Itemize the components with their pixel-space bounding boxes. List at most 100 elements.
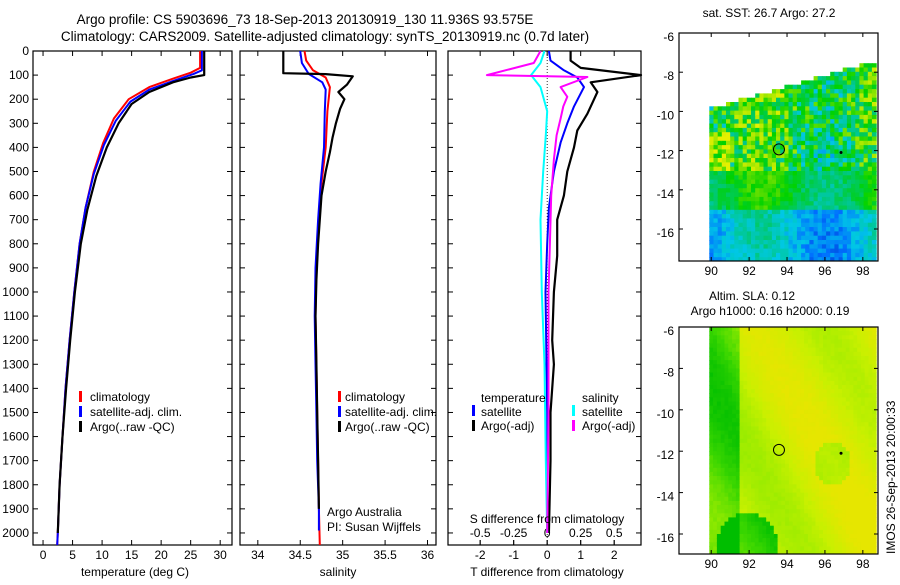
map-cell xyxy=(800,459,805,465)
map-cell xyxy=(788,438,794,444)
map-cell xyxy=(838,335,843,340)
map-cell xyxy=(830,467,835,473)
map-cell xyxy=(717,179,723,185)
map-cell xyxy=(709,205,715,211)
map-cell xyxy=(784,252,790,258)
map-cell xyxy=(819,471,824,477)
legend-heading-salinity: salinity xyxy=(582,391,619,405)
map-cell xyxy=(804,335,809,340)
map-cell xyxy=(759,132,765,138)
map-cell xyxy=(872,380,877,386)
map-cell xyxy=(755,218,760,224)
map-cell xyxy=(709,422,714,427)
map-cell xyxy=(743,550,748,554)
map-cell xyxy=(863,106,869,112)
map-cell xyxy=(762,525,767,531)
map-cell xyxy=(815,525,820,531)
map-cell xyxy=(713,343,718,349)
map-cell xyxy=(762,534,767,539)
map-cell xyxy=(826,360,832,365)
map-cell xyxy=(716,335,722,340)
map-cell xyxy=(776,222,781,228)
map-cell xyxy=(846,248,852,254)
y-tick-label: -14 xyxy=(657,490,675,504)
map-cell xyxy=(853,331,858,336)
map-cell xyxy=(849,476,854,481)
map-cell xyxy=(716,505,722,510)
map-cell xyxy=(849,438,854,444)
map-cell xyxy=(859,97,865,103)
map-cell xyxy=(743,538,748,543)
map-cell xyxy=(759,162,765,168)
map-cell xyxy=(771,110,777,116)
map-cell xyxy=(826,517,832,523)
map-cell xyxy=(720,529,726,535)
map-cell xyxy=(716,517,722,523)
y-tick-label: 400 xyxy=(9,140,29,154)
map-cell xyxy=(809,132,815,138)
y-tick-label: -6 xyxy=(663,30,674,44)
map-cell xyxy=(846,84,852,90)
map-cell xyxy=(781,484,786,489)
map-cell xyxy=(811,426,817,432)
map-cell xyxy=(758,339,763,345)
map-cell xyxy=(800,434,805,440)
map-cell xyxy=(763,209,769,215)
map-cell xyxy=(817,240,823,246)
map-cell xyxy=(800,347,805,353)
map-cell xyxy=(742,214,748,220)
map-cell xyxy=(796,171,802,177)
map-cell xyxy=(830,426,835,432)
map-cell xyxy=(739,385,744,390)
map-cell xyxy=(758,492,763,498)
map-cell xyxy=(846,240,852,246)
map-cell xyxy=(754,393,760,398)
map-cell xyxy=(713,380,718,386)
map-cell xyxy=(777,521,782,527)
map-cell xyxy=(709,240,715,246)
map-cell xyxy=(796,438,801,444)
map-cell xyxy=(743,372,748,378)
map-cell xyxy=(754,372,760,378)
map-cell xyxy=(809,106,815,112)
map-cell xyxy=(826,149,831,155)
map-cell xyxy=(851,231,856,237)
map-cell xyxy=(709,231,715,237)
map-cell xyxy=(821,218,827,224)
map-cell xyxy=(804,546,809,552)
map-cell xyxy=(776,227,781,233)
map-cell xyxy=(780,145,785,151)
map-cell xyxy=(826,368,832,374)
map-cell xyxy=(838,102,844,108)
map-cell xyxy=(770,397,775,403)
map-cell xyxy=(863,257,869,261)
map-cell xyxy=(716,442,722,448)
map-cell xyxy=(872,434,877,440)
map-cell xyxy=(826,179,831,185)
map-cell xyxy=(809,136,815,142)
map-cell xyxy=(713,488,718,494)
map-frame xyxy=(678,32,879,262)
map-cell xyxy=(720,327,726,332)
map-cell xyxy=(721,214,727,220)
map-cell xyxy=(842,542,847,547)
map-cell xyxy=(788,546,794,552)
map-cell xyxy=(776,183,781,189)
map-cell xyxy=(838,534,843,539)
map-cell xyxy=(784,171,790,177)
map-cell xyxy=(811,484,817,489)
map-cell xyxy=(826,158,831,164)
map-cell xyxy=(713,248,719,254)
map-cell xyxy=(838,372,843,378)
map-cell xyxy=(743,500,748,506)
map-cell xyxy=(792,231,798,237)
map-cell xyxy=(834,89,840,95)
map-cell xyxy=(871,114,877,120)
map-cell xyxy=(838,76,844,82)
map-cell xyxy=(830,442,835,448)
map-cell xyxy=(780,123,785,129)
x-tick-label: -2 xyxy=(475,548,486,562)
map-cell xyxy=(724,459,729,465)
map-cell xyxy=(871,188,877,194)
map-cell xyxy=(767,222,773,228)
